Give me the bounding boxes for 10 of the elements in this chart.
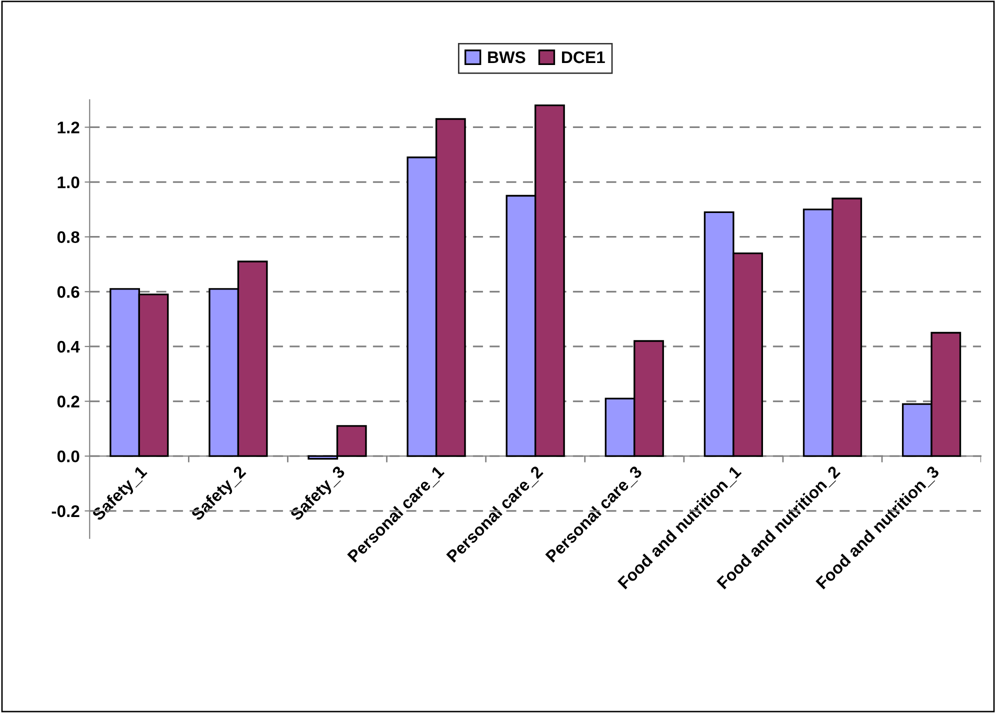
- legend-label: DCE1: [562, 51, 605, 64]
- y-tick-label: 1.2: [58, 122, 80, 134]
- y-tick-label: 0.4: [57, 340, 80, 353]
- y-tick-label: 0.2: [57, 396, 80, 408]
- y-tick-label: -0.2: [52, 505, 80, 518]
- y-tick-label: 0.0: [57, 450, 80, 462]
- legend-label: BWS: [488, 51, 526, 64]
- y-tick-label: 0.8: [57, 231, 80, 244]
- y-tick-label: 0.6: [57, 286, 80, 298]
- y-tick-label: 1.0: [58, 176, 80, 188]
